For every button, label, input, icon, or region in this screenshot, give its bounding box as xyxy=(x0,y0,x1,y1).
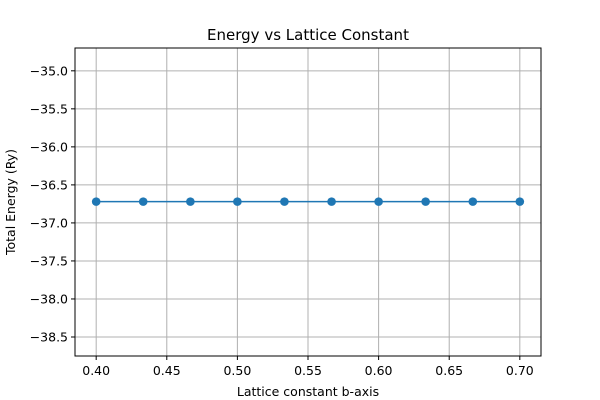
data-point xyxy=(374,197,383,206)
y-tick-label: −38.5 xyxy=(30,329,68,344)
data-point xyxy=(138,197,148,206)
y-axis-label: Total Energy (Ry) xyxy=(3,149,18,256)
chart-title: Energy vs Lattice Constant xyxy=(207,26,409,44)
y-tick-label: −37.5 xyxy=(30,253,68,268)
x-tick-label: 0.70 xyxy=(506,363,534,378)
data-point xyxy=(233,197,242,206)
data-layer xyxy=(91,197,525,206)
y-tick-label: −37.0 xyxy=(30,215,68,230)
x-tick-label: 0.55 xyxy=(294,363,322,378)
x-tick-label: 0.40 xyxy=(82,363,110,378)
y-tick-label: −36.0 xyxy=(30,139,68,154)
y-tick-label: −35.0 xyxy=(30,63,68,78)
data-point xyxy=(421,197,430,206)
x-tick-label: 0.45 xyxy=(153,363,181,378)
data-point xyxy=(91,197,101,206)
tick-layer: 0.40 0.45 0.50 0.55 0.60 0.65 0.70 −35.0 −35.5 −3… xyxy=(30,63,534,378)
x-tick-label: 0.65 xyxy=(435,363,463,378)
y-tick-label: −35.5 xyxy=(30,101,68,116)
data-point xyxy=(280,197,289,206)
x-axis-label: Lattice constant b-axis xyxy=(237,384,379,399)
x-tick-label: 0.60 xyxy=(365,363,393,378)
x-tick-label: 0.50 xyxy=(223,363,251,378)
data-point xyxy=(186,197,195,206)
data-point xyxy=(327,197,336,206)
data-point xyxy=(468,197,478,206)
y-tick-label: −38.0 xyxy=(30,291,68,306)
y-tick-label: −36.5 xyxy=(30,177,68,192)
data-point xyxy=(515,197,525,206)
